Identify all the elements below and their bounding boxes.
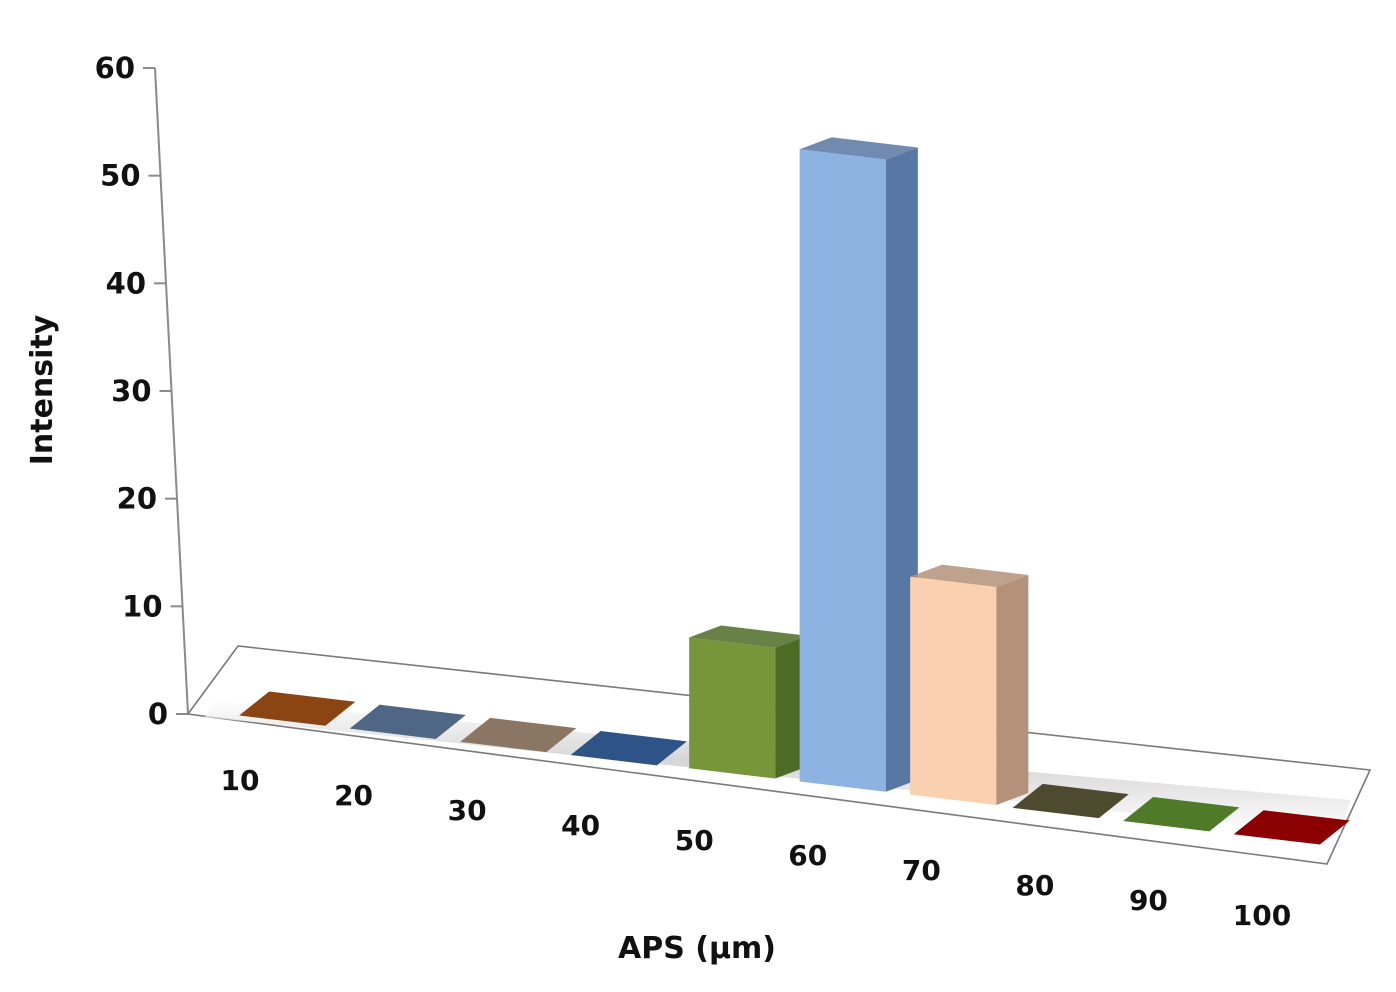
x-tick-label: 70 [902,854,941,887]
bar-80 [1012,783,1129,819]
x-tick-label: 60 [788,839,827,872]
bar-70 [910,564,1029,805]
x-tick-label: 40 [561,809,600,842]
x-tick-label: 90 [1129,884,1168,917]
y-tick-label: 0 [148,697,168,731]
bar-100 [1233,810,1350,845]
bar-10 [239,691,356,726]
x-axis-labels: 10 20 30 40 50 60 70 80 90 100 [221,764,1292,932]
y-axis-title: Intensity [25,314,60,465]
x-axis-title: APS (µm) [618,931,776,966]
bar-30 [460,717,577,753]
bar-90 [1123,797,1240,832]
y-tick-label: 50 [100,159,140,193]
y-tick-label: 30 [111,374,151,408]
bar-20 [349,704,466,739]
bar-60 [799,137,918,792]
y-tick-label: 40 [106,266,146,300]
bars-group [239,137,1350,845]
bar-40 [570,731,687,766]
x-tick-label: 100 [1233,899,1291,932]
x-tick-label: 30 [448,794,487,827]
y-tick-label: 20 [117,482,157,516]
y-axis: 0 10 20 30 40 50 60 [95,51,189,731]
y-tick-label: 60 [95,51,135,85]
y-tick-label: 10 [122,589,162,623]
x-tick-label: 80 [1015,869,1054,902]
x-tick-label: 10 [221,764,260,797]
x-tick-label: 50 [675,824,714,857]
x-tick-label: 20 [334,779,373,812]
bar-50 [689,625,808,779]
